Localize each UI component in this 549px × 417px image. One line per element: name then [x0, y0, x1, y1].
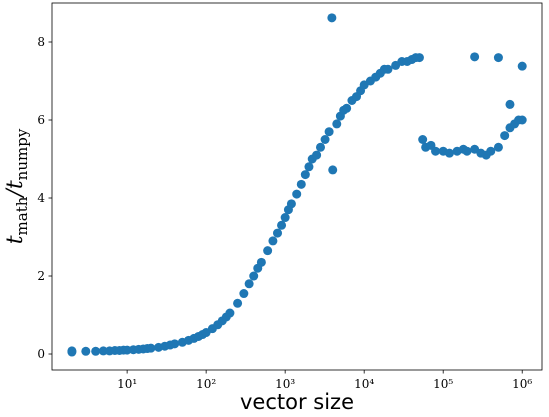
point [444, 148, 454, 158]
point [277, 220, 287, 230]
point [146, 343, 156, 353]
y-tick-label: 8 [37, 35, 45, 49]
y-tick-label: 6 [37, 113, 45, 127]
point [328, 165, 338, 175]
point [312, 150, 322, 160]
point [320, 135, 330, 145]
point [256, 257, 266, 267]
point [280, 213, 290, 223]
point [81, 346, 91, 356]
point [315, 142, 325, 152]
y-axis-label-part: numpy [13, 128, 31, 180]
point [431, 146, 441, 156]
point [225, 308, 235, 318]
point [486, 146, 496, 156]
x-tick-label: 10⁶ [512, 377, 532, 391]
point [332, 119, 342, 129]
y-tick-label: 2 [37, 269, 45, 283]
y-tick-label: 0 [37, 347, 45, 361]
point [500, 131, 510, 141]
point [263, 246, 273, 256]
point [273, 228, 283, 238]
y-axis-label-part: t [3, 235, 28, 244]
plot-frame [51, 2, 543, 371]
point [286, 199, 296, 209]
point [239, 289, 249, 299]
x-tick-label: 10⁵ [433, 377, 453, 391]
point [493, 142, 503, 152]
y-tick-label: 4 [37, 191, 45, 205]
point [296, 179, 306, 189]
x-tick-label: 10² [196, 377, 216, 391]
point [233, 298, 243, 308]
point [67, 346, 77, 356]
point [462, 146, 472, 156]
point [342, 103, 352, 113]
point [324, 127, 334, 137]
point [249, 271, 259, 281]
point [327, 13, 337, 23]
point [300, 170, 310, 180]
x-tick-label: 10¹ [117, 377, 137, 391]
point [414, 53, 424, 63]
point [517, 115, 527, 125]
point [470, 52, 480, 62]
x-axis-label: vector size [240, 390, 354, 414]
point [244, 279, 254, 289]
point [170, 339, 180, 349]
y-axis-label-part: math [13, 196, 31, 235]
y-axis-label-part: /t [3, 180, 28, 198]
point [505, 99, 515, 109]
y-axis-label: tmath/tnumpy [3, 128, 31, 244]
point [98, 346, 108, 356]
point [292, 189, 302, 199]
point [268, 236, 278, 246]
point [383, 64, 393, 74]
point [493, 53, 503, 63]
point [517, 61, 527, 71]
point [418, 135, 428, 145]
x-tick-label: 10³ [275, 377, 295, 391]
point [304, 162, 314, 172]
point [91, 346, 101, 356]
x-tick-label: 10⁴ [354, 377, 374, 391]
